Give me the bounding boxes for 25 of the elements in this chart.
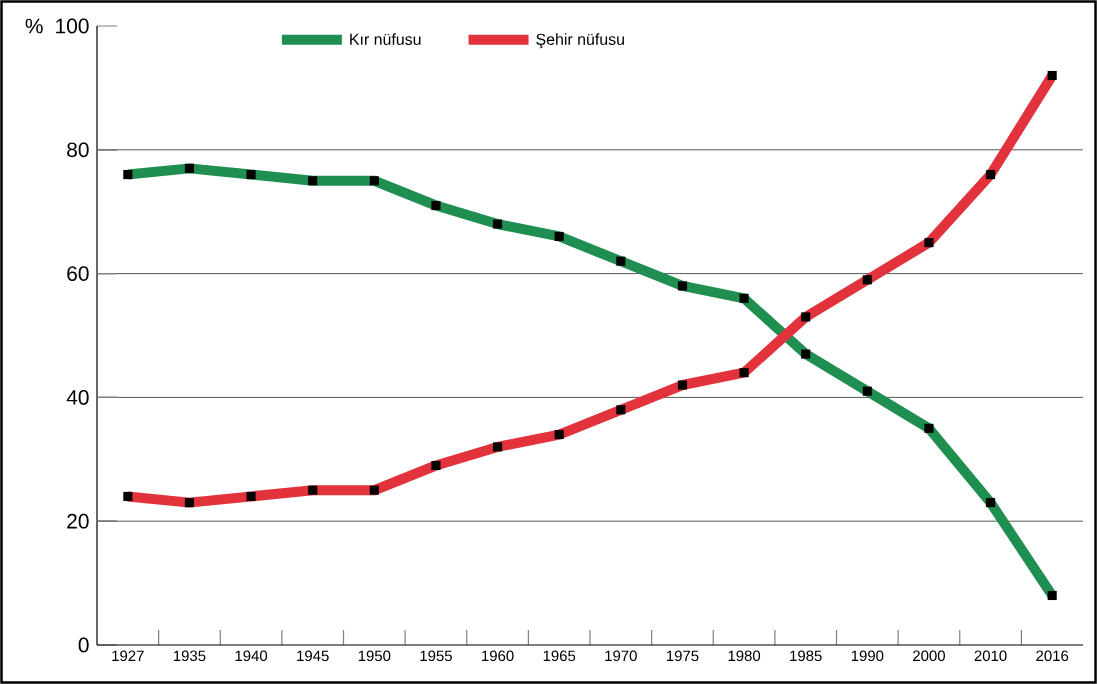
y-tick-label: 40: [66, 389, 89, 405]
legend-label: Şehir nüfusu: [536, 33, 624, 49]
x-tick-label: 2000: [913, 650, 945, 662]
x-tick-label: 1940: [235, 650, 268, 662]
x-tick-label: 1935: [173, 650, 206, 662]
x-tick-label: 1965: [543, 650, 576, 662]
x-tick-label: 1950: [358, 650, 391, 662]
y-tick-label: 100: [56, 18, 89, 34]
legend-label: Kır nüfusu: [350, 33, 421, 45]
x-tick-label: 1955: [420, 650, 452, 662]
x-tick-label: 1980: [728, 650, 761, 662]
x-tick-label: 1970: [605, 650, 637, 662]
x-tick-label: 1975: [666, 650, 699, 662]
y-tick-label: 60: [67, 266, 89, 281]
x-tick-label: 1945: [297, 650, 329, 662]
x-tick-label: 1960: [482, 650, 514, 662]
y-tick-label: 80: [67, 142, 89, 158]
x-tick-label: 2010: [974, 650, 1007, 662]
y-axis-title: %: [25, 18, 43, 34]
y-tick-label: 0: [78, 637, 89, 653]
x-tick-label: 2016: [1036, 650, 1069, 662]
x-tick-label: 1927: [112, 650, 144, 662]
x-tick-label: 1985: [790, 650, 822, 662]
x-tick-label: 1990: [851, 650, 884, 662]
y-tick-label: 20: [67, 513, 89, 529]
